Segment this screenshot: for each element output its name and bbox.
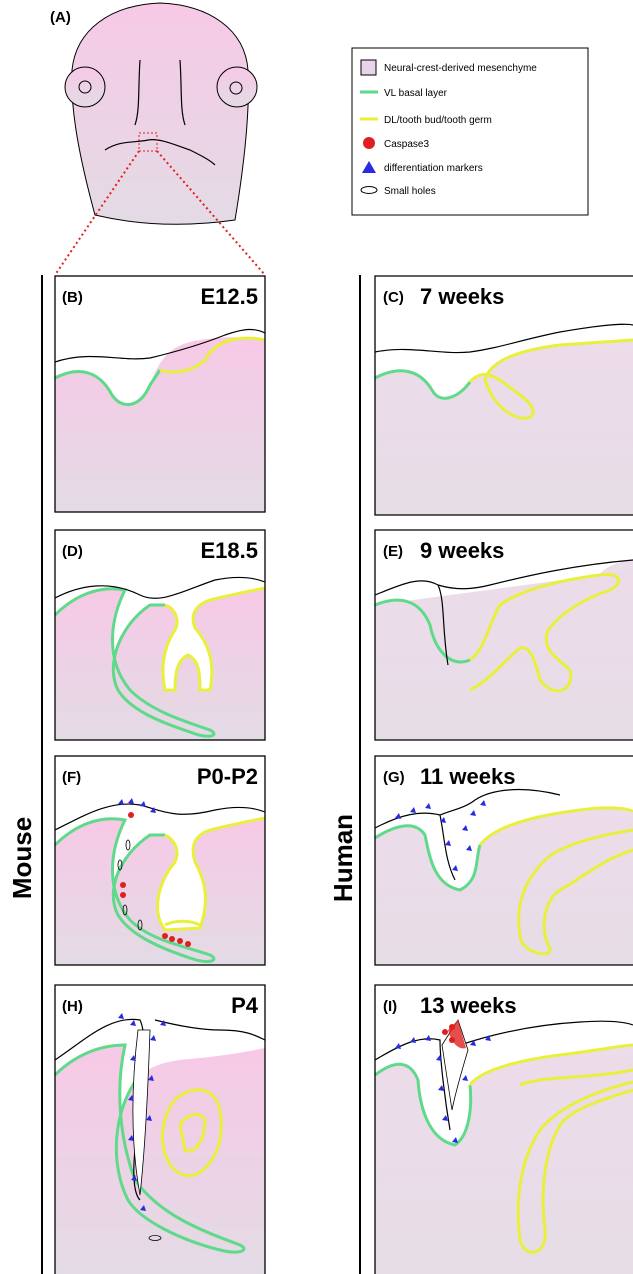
legend-label: Caspase3	[384, 139, 429, 150]
head-diagram	[54, 2, 266, 276]
panel-h	[53, 984, 266, 1274]
legend-label: DL/tooth bud/tooth germ	[384, 115, 492, 126]
legend-label: Neural-crest-derived mesenchyme	[384, 63, 537, 74]
group-label: Human	[328, 814, 358, 902]
legend-label: Small holes	[384, 186, 436, 197]
panel-title: 7 weeks	[420, 284, 504, 309]
panel-title: 11 weeks	[420, 764, 515, 789]
panel-d	[53, 529, 266, 741]
panel-label: (I)	[383, 998, 397, 1015]
panel-label: (F)	[62, 769, 81, 786]
legend-label: VL basal layer	[384, 88, 448, 99]
panel-label: (H)	[62, 998, 83, 1015]
panel-f	[53, 755, 266, 966]
panel-label: (E)	[383, 543, 403, 560]
panel-title: 13 weeks	[420, 993, 517, 1018]
panel-label: (B)	[62, 289, 83, 306]
panel-title: P0-P2	[197, 764, 258, 789]
panel-title: E18.5	[201, 538, 259, 563]
panel-b	[54, 275, 266, 513]
panel-i	[374, 984, 633, 1274]
legend-label: differentiation markers	[384, 163, 483, 174]
panel-title: P4	[231, 993, 259, 1018]
panel-c	[374, 275, 633, 516]
group-label: Mouse	[7, 817, 37, 899]
panel-label: (C)	[383, 289, 404, 306]
panel-label: (D)	[62, 543, 83, 560]
panel-e	[374, 529, 633, 741]
labels: (A) (B) E12.5 (C) 7 weeks (D) E18.5 (E) …	[7, 9, 537, 1018]
legend	[351, 47, 589, 216]
panel-label: (G)	[383, 769, 405, 786]
panel-title: 9 weeks	[420, 538, 504, 563]
panel-title: E12.5	[201, 284, 259, 309]
panel-label: (A)	[50, 9, 71, 26]
panel-g	[374, 755, 633, 966]
